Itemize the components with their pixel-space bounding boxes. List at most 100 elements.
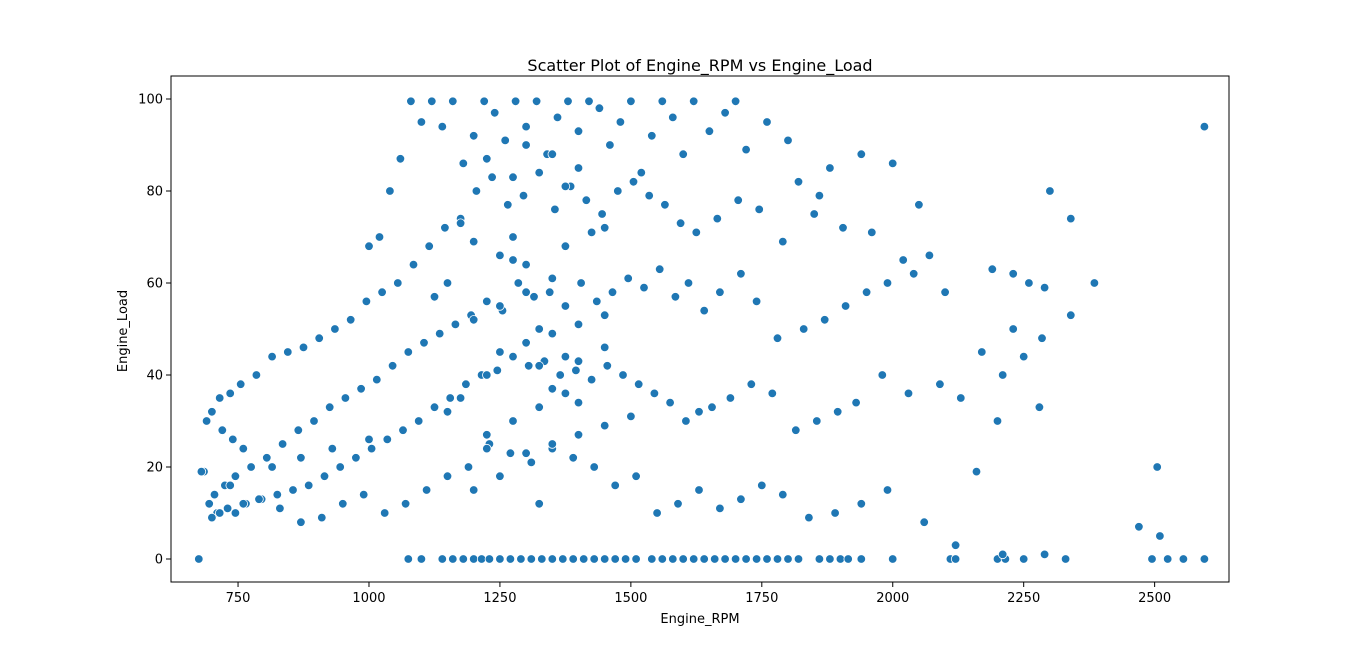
data-point — [222, 503, 233, 514]
data-point — [361, 296, 372, 307]
data-point — [516, 554, 526, 564]
data-point — [246, 462, 256, 472]
data-point — [861, 287, 872, 297]
data-point — [238, 499, 249, 509]
y-tick-label: 100 — [138, 93, 163, 108]
data-point — [1147, 554, 1157, 564]
data-point — [374, 232, 385, 242]
y-tick-label: 60 — [146, 277, 163, 292]
data-point — [772, 333, 783, 343]
data-point — [442, 407, 453, 417]
data-point — [772, 554, 783, 564]
data-point — [495, 554, 505, 564]
data-point — [508, 172, 518, 182]
data-point — [340, 393, 351, 403]
data-point — [1008, 324, 1018, 334]
data-point — [746, 379, 757, 389]
data-point — [1155, 531, 1165, 541]
data-point — [521, 259, 531, 270]
data-point — [338, 499, 348, 509]
data-point — [992, 416, 1003, 426]
data-point — [783, 135, 793, 146]
data-point — [1037, 333, 1047, 343]
y-tick-label: 40 — [146, 369, 163, 384]
data-point — [558, 554, 568, 564]
data-point — [707, 402, 717, 412]
data-point — [482, 370, 492, 380]
x-tick-label: 2000 — [876, 591, 909, 606]
data-point — [793, 554, 804, 564]
data-point — [513, 278, 524, 288]
data-point — [492, 365, 503, 376]
data-point — [427, 96, 437, 107]
data-point — [736, 494, 746, 504]
data-point — [204, 499, 214, 509]
data-point — [710, 554, 720, 564]
data-point — [783, 554, 793, 564]
data-point — [482, 443, 492, 454]
data-point — [421, 485, 432, 495]
data-point — [924, 250, 935, 261]
data-point — [856, 554, 867, 564]
data-point — [351, 453, 361, 463]
data-point — [825, 163, 835, 173]
data-point — [437, 121, 448, 132]
data-point — [521, 448, 531, 458]
data-point — [675, 218, 686, 228]
x-tick-label: 1250 — [483, 591, 516, 606]
data-point — [521, 121, 531, 132]
data-point — [455, 218, 466, 228]
data-point — [649, 388, 660, 399]
data-point — [560, 351, 571, 362]
chart-title: Scatter Plot of Engine_RPM vs Engine_Loa… — [527, 56, 872, 76]
data-point — [400, 499, 411, 509]
data-point — [882, 278, 893, 288]
data-point — [296, 517, 306, 527]
data-point — [267, 351, 277, 362]
data-point — [194, 554, 204, 564]
data-point — [393, 278, 403, 288]
data-point — [741, 144, 751, 155]
data-point — [639, 282, 649, 293]
data-point — [950, 540, 961, 550]
x-tick-label: 2250 — [1007, 591, 1040, 606]
data-point — [440, 223, 450, 233]
data-point — [534, 499, 544, 509]
data-point — [757, 480, 767, 491]
data-point — [668, 112, 678, 123]
data-point — [568, 554, 578, 564]
data-point — [602, 361, 613, 371]
data-point — [793, 177, 804, 187]
data-point — [631, 471, 641, 481]
data-point — [571, 365, 581, 376]
data-point — [560, 301, 571, 311]
data-point — [424, 241, 434, 251]
data-point — [563, 96, 573, 107]
data-point — [678, 149, 688, 159]
data-point — [429, 402, 440, 412]
data-point — [469, 315, 479, 325]
data-point — [500, 135, 510, 146]
data-point — [225, 480, 235, 491]
data-point — [416, 117, 427, 127]
data-point — [694, 407, 704, 417]
data-point — [254, 494, 264, 504]
data-point — [330, 324, 340, 334]
data-point — [809, 209, 819, 219]
data-point — [534, 167, 544, 178]
x-tick-label: 1500 — [614, 591, 647, 606]
data-point — [435, 328, 445, 339]
data-point — [584, 96, 594, 107]
data-point — [356, 384, 366, 394]
data-point — [469, 131, 479, 141]
data-point — [1060, 554, 1071, 564]
data-point — [579, 554, 589, 564]
data-point — [275, 503, 285, 514]
data-point — [288, 485, 298, 495]
data-point — [631, 554, 641, 564]
data-point — [733, 195, 743, 205]
data-point — [799, 324, 809, 334]
data-point — [317, 512, 327, 523]
data-point — [529, 292, 539, 302]
